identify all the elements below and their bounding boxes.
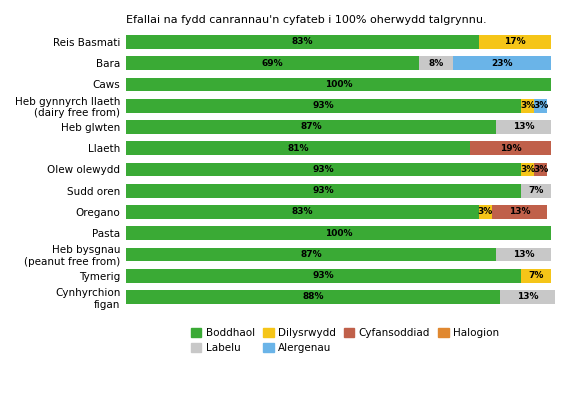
Bar <box>126 247 496 261</box>
Bar <box>522 269 551 283</box>
Bar <box>492 205 547 219</box>
Bar <box>126 290 500 304</box>
Bar <box>126 141 470 155</box>
Text: 93%: 93% <box>313 271 335 280</box>
Text: 100%: 100% <box>325 80 353 89</box>
Bar <box>126 78 551 91</box>
Bar <box>126 205 479 219</box>
Text: 19%: 19% <box>500 144 522 153</box>
Text: 13%: 13% <box>513 250 534 259</box>
Text: 83%: 83% <box>292 37 313 46</box>
Bar <box>522 163 534 176</box>
Text: 8%: 8% <box>429 59 444 68</box>
Text: 100%: 100% <box>325 229 353 238</box>
Text: 17%: 17% <box>504 37 526 46</box>
Bar <box>534 99 547 113</box>
Bar <box>479 35 551 49</box>
Bar <box>419 56 453 70</box>
Text: 81%: 81% <box>287 144 309 153</box>
Bar <box>126 99 522 113</box>
Legend: Boddhaol, Labelu, Dilysrwydd, Alergenau, Cyfansoddiad, Halogion: Boddhaol, Labelu, Dilysrwydd, Alergenau,… <box>187 324 503 358</box>
Text: 3%: 3% <box>533 165 548 174</box>
Bar <box>126 163 522 176</box>
Text: 3%: 3% <box>520 101 536 110</box>
Text: 7%: 7% <box>529 186 544 195</box>
Text: 7%: 7% <box>529 271 544 280</box>
Text: 13%: 13% <box>513 122 534 132</box>
Text: 13%: 13% <box>517 293 538 302</box>
Text: 3%: 3% <box>533 101 548 110</box>
Text: 13%: 13% <box>508 208 530 217</box>
Bar <box>126 226 551 240</box>
Bar <box>126 56 419 70</box>
Bar <box>126 120 496 134</box>
Text: 93%: 93% <box>313 186 335 195</box>
Bar <box>126 269 522 283</box>
Bar <box>522 99 534 113</box>
Bar <box>534 163 547 176</box>
Text: 23%: 23% <box>492 59 513 68</box>
Text: 3%: 3% <box>520 165 536 174</box>
Bar <box>500 290 555 304</box>
Bar <box>522 184 551 198</box>
Bar <box>479 205 492 219</box>
Bar <box>496 247 551 261</box>
Text: 69%: 69% <box>262 59 284 68</box>
Text: Efallai na fydd canrannau'n cyfateb i 100% oherwydd talgrynnu.: Efallai na fydd canrannau'n cyfateb i 10… <box>126 15 486 25</box>
Text: 93%: 93% <box>313 101 335 110</box>
Text: 93%: 93% <box>313 165 335 174</box>
Text: 88%: 88% <box>302 293 324 302</box>
Text: 83%: 83% <box>292 208 313 217</box>
Text: 87%: 87% <box>300 250 322 259</box>
Text: 3%: 3% <box>478 208 493 217</box>
Text: 87%: 87% <box>300 122 322 132</box>
Bar <box>126 184 522 198</box>
Bar <box>126 35 479 49</box>
Bar <box>453 56 551 70</box>
Bar <box>470 141 551 155</box>
Bar <box>496 120 551 134</box>
